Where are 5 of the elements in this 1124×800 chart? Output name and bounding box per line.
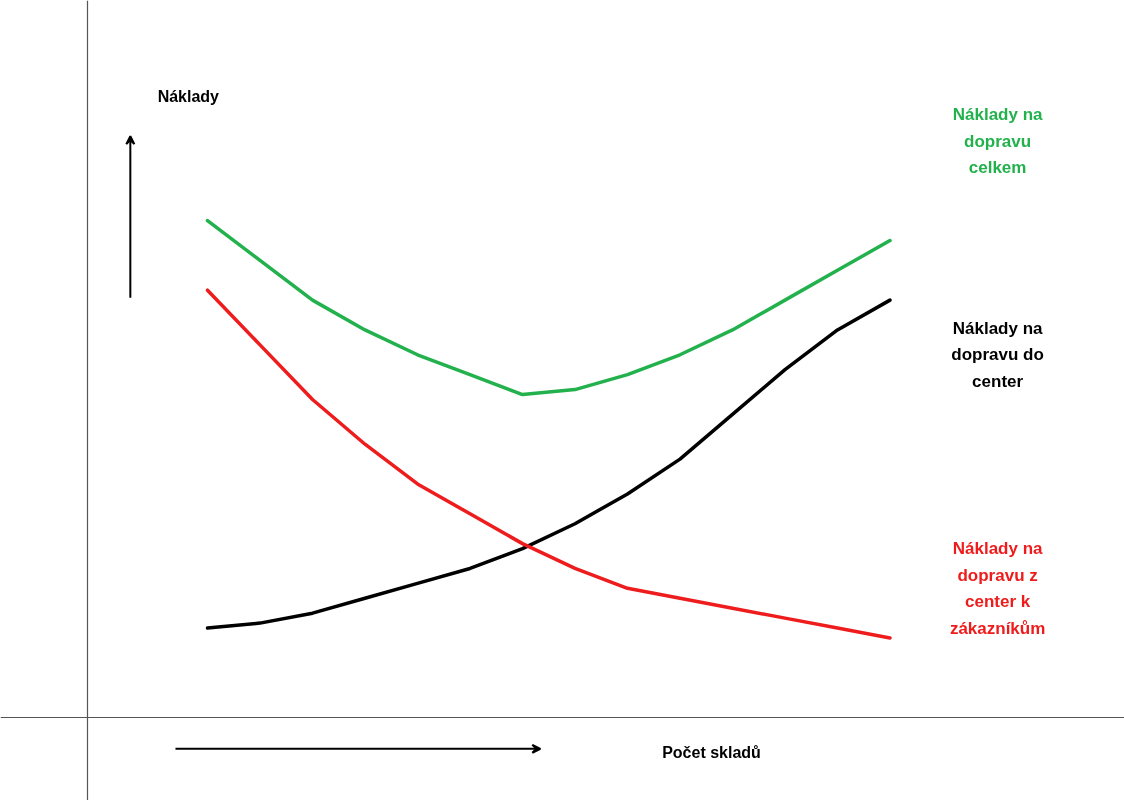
text: Náklady na dopravu do center (951, 318, 1044, 391)
text: Náklady na dopravu celkem (952, 105, 1044, 178)
text: Náklady na dopravu z center k zákazníkům (949, 538, 1046, 638)
x-axis-title: Počet skladů (662, 743, 761, 761)
text: Náklady (157, 87, 220, 105)
